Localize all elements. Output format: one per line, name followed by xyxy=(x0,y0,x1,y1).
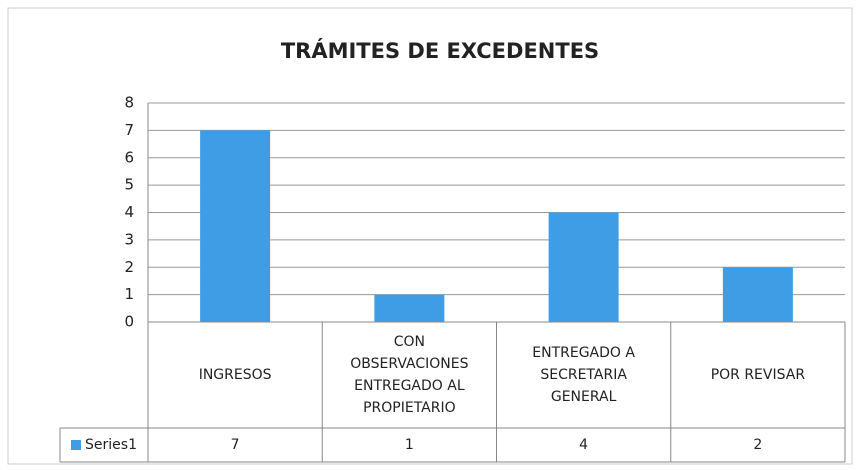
bar xyxy=(200,130,271,322)
bar xyxy=(548,212,619,322)
x-tick-label: ENTREGADO A SECRETARIA GENERAL xyxy=(532,345,635,405)
bar xyxy=(374,294,445,322)
table-value: 1 xyxy=(404,437,414,453)
y-tick-label: 3 xyxy=(124,230,134,248)
y-tick-label: 5 xyxy=(124,176,134,194)
chart-title: TRÁMITES DE EXCEDENTES xyxy=(281,38,599,63)
table-value: 7 xyxy=(230,437,240,453)
y-tick-label: 1 xyxy=(124,285,134,303)
y-tick-label: 7 xyxy=(124,121,134,139)
y-tick-label: 6 xyxy=(124,148,134,166)
y-tick-label: 4 xyxy=(124,203,134,221)
x-tick-label: POR REVISAR xyxy=(710,367,806,383)
x-tick-label: CON OBSERVACIONES ENTREGADO AL PROPIETAR… xyxy=(350,334,469,416)
table-value: 4 xyxy=(579,437,589,453)
y-tick-label: 2 xyxy=(124,258,134,276)
bar xyxy=(722,267,793,322)
legend-entry: Series1 xyxy=(60,428,148,462)
x-tick-label: INGRESOS xyxy=(198,367,272,383)
legend-key xyxy=(71,440,82,450)
legend-label: Series1 xyxy=(85,437,137,453)
chart-border xyxy=(7,7,853,465)
table-value: 2 xyxy=(753,437,763,453)
y-tick-label: 8 xyxy=(124,94,134,112)
y-tick-label: 0 xyxy=(124,313,134,331)
